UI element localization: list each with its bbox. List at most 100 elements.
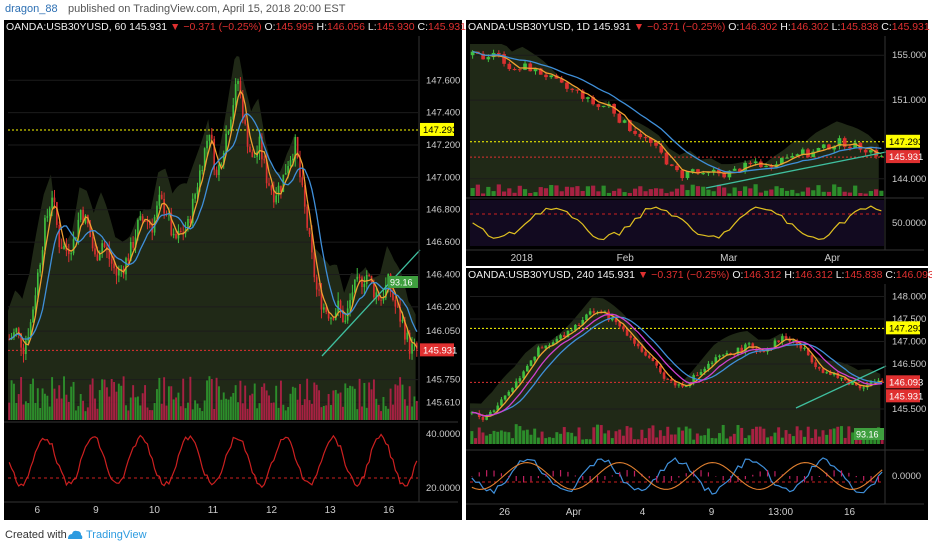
volume-bar (673, 434, 677, 444)
volume-bar (591, 185, 596, 196)
volume-bar (562, 427, 566, 444)
volume-bar (332, 390, 335, 420)
volume-bar (551, 437, 555, 444)
candle-body (806, 149, 810, 158)
volume-bar (614, 431, 618, 444)
candle-body (380, 299, 382, 301)
time-axis-label: Feb (617, 253, 635, 264)
volume-bar (315, 384, 318, 420)
macd-histogram-bar (840, 470, 843, 477)
macd-histogram-bar (877, 476, 880, 482)
volume-bar (753, 184, 758, 196)
candle-body (500, 399, 503, 406)
volume-bar (120, 385, 123, 420)
volume-bar (826, 191, 832, 196)
chart-panel-left[interactable]: OANDA:USB30YUSD, 60 145.931 ▼ −0.371 (−0… (4, 20, 466, 520)
volume-bar (282, 404, 285, 420)
volume-bar (134, 397, 137, 420)
chart-br-canvas[interactable]: 148.000 147.500 147.000 146.500 145.500 147.2… (466, 268, 928, 520)
volume-bar (110, 378, 113, 420)
volume-bar (791, 436, 795, 444)
volume-bar (647, 428, 651, 444)
tradingview-link[interactable]: TradingView (86, 529, 147, 541)
volume-bar (24, 401, 27, 420)
volume-bar (201, 411, 204, 420)
candle-body (232, 105, 235, 120)
candle-body (365, 274, 368, 284)
volume-bar (481, 432, 485, 444)
volume-bar (481, 193, 486, 196)
macd-histogram-bar (633, 470, 636, 477)
symbol-label: OANDA:USB30YUSD, 1D (468, 21, 590, 33)
candle-body (158, 194, 161, 206)
last-price-label: 145.931 (423, 345, 457, 356)
candle-body (548, 345, 551, 347)
volume-bar (406, 405, 409, 420)
volume-bar (41, 388, 44, 420)
candle-body (614, 318, 618, 323)
volume-badge-label: 93.16 (390, 278, 413, 288)
volume-bar (488, 433, 492, 444)
candle-body (396, 306, 399, 308)
volume-bar (279, 380, 282, 420)
price-tick-label: 146.400 (426, 269, 460, 280)
author-link[interactable]: dragon_88 (5, 3, 58, 15)
volume-bar (529, 434, 533, 444)
candle-body (655, 361, 658, 366)
volume-bar (277, 407, 280, 420)
candle-body (842, 138, 847, 147)
macd-histogram-bar (559, 470, 562, 477)
candle-body (373, 282, 375, 298)
candle-body (301, 177, 304, 186)
chart-panel-top-right[interactable]: OANDA:USB30YUSD, 1D 145.931 ▼ −0.371 (−0… (466, 20, 930, 266)
candle-body (738, 168, 742, 172)
macd-histogram-bar (530, 476, 532, 482)
volume-bar (743, 437, 747, 444)
macd-histogram-bar (811, 476, 813, 481)
candle-body (20, 333, 22, 348)
volume-bar (470, 188, 475, 196)
volume-bar (375, 398, 378, 420)
level-price-label: 147.293 (423, 125, 457, 136)
chart-panel-bottom-right[interactable]: OANDA:USB30YUSD, 240 145.931 ▼ −0.371 (−… (466, 268, 932, 520)
candle-body (523, 63, 527, 70)
time-axis-label: Mar (720, 253, 738, 264)
volume-bar (851, 432, 855, 444)
candle-body (512, 69, 517, 71)
candle-body (342, 309, 344, 323)
candle-body (299, 157, 301, 178)
macd-histogram-bar (471, 476, 473, 477)
volume-bar (695, 433, 699, 444)
candle-body (29, 322, 32, 337)
candle-body (270, 185, 273, 191)
candle-body (261, 136, 263, 160)
candle-body (265, 160, 268, 184)
candle-body (732, 168, 737, 171)
chart-tr-canvas[interactable]: 155.000 151.000 144.000 147.293 145.931 50.00… (466, 20, 928, 266)
candle-body (785, 157, 789, 159)
candle-body (821, 368, 825, 373)
candle-body (827, 144, 831, 150)
volume-bar (179, 406, 182, 420)
candle-body (707, 363, 710, 369)
candle-body (272, 190, 275, 203)
volume-bar (805, 187, 811, 196)
volume-bar (729, 436, 733, 444)
volume-bar (625, 426, 629, 444)
volume-bar (341, 406, 344, 420)
volume-bar (36, 388, 39, 420)
volume-bar (711, 191, 716, 196)
macd-histogram-bar (500, 473, 503, 477)
candle-body (540, 347, 544, 349)
candle-body (779, 157, 784, 165)
chart-left-canvas[interactable]: 147.600 147.400 147.200 147.000 146.800 146.6… (4, 20, 462, 520)
price-tick-label: 146.200 (426, 302, 460, 313)
volume-bar (63, 376, 65, 420)
candle-body (315, 277, 318, 290)
candle-body (832, 146, 837, 150)
candle-body (118, 269, 120, 276)
volume-bar (227, 399, 230, 420)
candle-body (96, 254, 99, 261)
volume-bar (310, 403, 313, 420)
macd-histogram-bar (508, 476, 510, 478)
